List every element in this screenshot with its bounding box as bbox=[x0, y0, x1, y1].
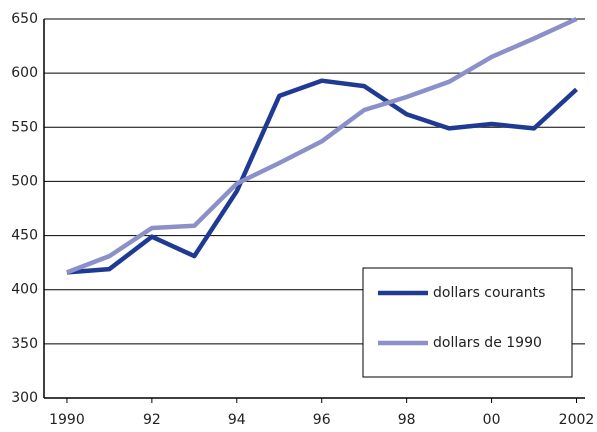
legend-box bbox=[362, 267, 573, 378]
legend-label: dollars de 1990 bbox=[433, 335, 542, 351]
y-tick-label: 550 bbox=[11, 119, 38, 135]
x-tick-label: 1990 bbox=[49, 412, 85, 428]
line bbox=[66, 16, 578, 275]
y-tick-label: 600 bbox=[11, 65, 38, 81]
y-tick-label: 450 bbox=[11, 228, 38, 244]
y-tick-label: 650 bbox=[11, 11, 38, 27]
y-tick-label: 300 bbox=[11, 390, 38, 406]
x-tick-label: 96 bbox=[313, 412, 331, 428]
x-tick-label: 94 bbox=[228, 412, 246, 428]
x-tick-label: 98 bbox=[398, 412, 416, 428]
line bbox=[66, 78, 579, 275]
y-tick-label: 350 bbox=[11, 336, 38, 352]
y-tick-label: 500 bbox=[11, 173, 38, 189]
legend-label: dollars courants bbox=[433, 285, 545, 301]
y-tick-label: 400 bbox=[11, 282, 38, 298]
x-tick-label: 2002 bbox=[559, 412, 595, 428]
x-tick-label: 92 bbox=[143, 412, 161, 428]
x-tick-label: 00 bbox=[483, 412, 501, 428]
